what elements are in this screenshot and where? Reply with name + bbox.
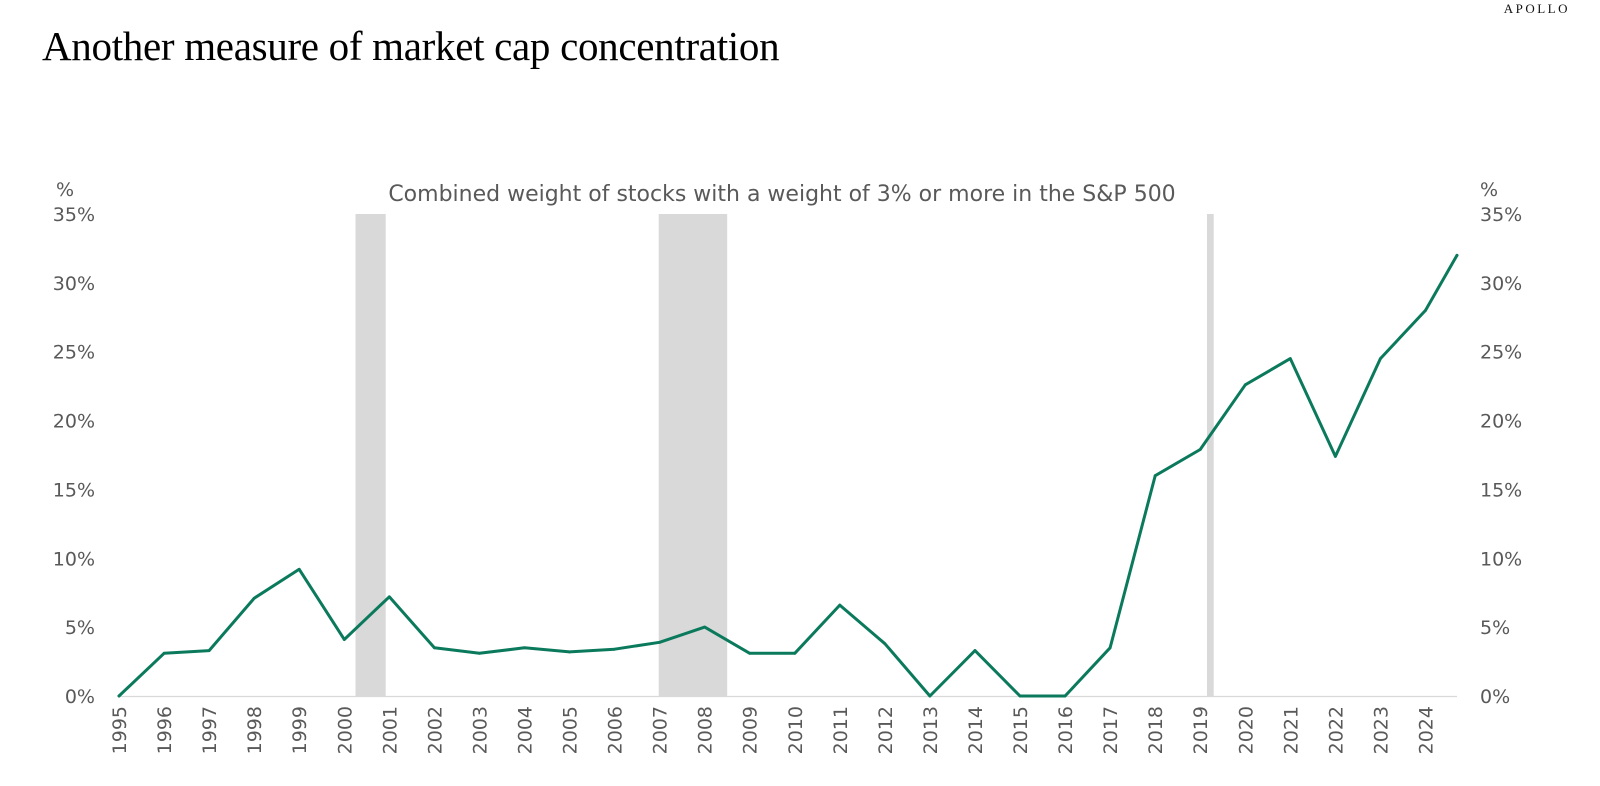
y-tick-label-left: 30% — [53, 273, 95, 295]
data-point — [748, 651, 752, 655]
x-tick-label: 2018 — [1145, 706, 1167, 754]
y-tick-label-right: 35% — [1480, 204, 1522, 226]
y-tick-label-right: 10% — [1480, 548, 1522, 570]
x-tick-label: 2022 — [1325, 706, 1347, 754]
y-tick-label-left: 35% — [53, 204, 95, 226]
series-line-1 — [117, 253, 1459, 698]
data-point — [658, 640, 662, 644]
data-point — [207, 649, 211, 652]
data-point — [1198, 448, 1202, 451]
data-point — [703, 625, 707, 629]
data-point — [162, 651, 166, 655]
x-tick-label: 2024 — [1415, 706, 1437, 754]
y-tick-label-left: 5% — [65, 617, 95, 639]
series-layer — [117, 253, 1459, 698]
y-tick-label-left: 15% — [53, 479, 95, 501]
y-axis-unit-left: % — [56, 179, 74, 201]
x-tick-label: 2021 — [1280, 706, 1302, 754]
x-tick-label: 2002 — [424, 706, 446, 754]
data-point — [1379, 357, 1382, 360]
data-point — [1153, 474, 1157, 478]
x-tick-label: 1998 — [244, 706, 266, 754]
data-point — [883, 642, 887, 646]
data-point — [1243, 383, 1247, 387]
y-tick-label-right: 15% — [1480, 479, 1522, 501]
chart-title: Combined weight of stocks with a weight … — [388, 182, 1175, 207]
data-point — [1455, 253, 1459, 257]
data-point — [1018, 694, 1022, 698]
data-point — [838, 603, 842, 607]
data-point — [523, 646, 526, 650]
x-tick-label: 2010 — [785, 706, 807, 754]
data-point — [478, 651, 481, 655]
data-point — [432, 646, 436, 650]
data-point — [568, 650, 571, 654]
x-tick-label: 2001 — [379, 706, 401, 754]
x-tick-label: 2013 — [920, 706, 942, 754]
x-tick-label: 1999 — [289, 706, 311, 754]
recession-band-2 — [658, 214, 728, 696]
y-tick-label-right: 30% — [1480, 273, 1522, 295]
data-point — [342, 638, 346, 641]
y-tick-label-left: 25% — [53, 342, 95, 364]
data-point — [117, 694, 121, 698]
x-tick-label: 2014 — [965, 706, 987, 754]
x-tick-label: 2017 — [1100, 706, 1122, 754]
data-point — [1108, 646, 1112, 650]
data-point — [387, 595, 391, 599]
x-tick-label: 2016 — [1055, 706, 1077, 754]
data-point — [297, 567, 301, 571]
x-tick-label: 2008 — [695, 706, 717, 754]
data-point — [1333, 454, 1337, 458]
data-point — [1063, 694, 1067, 698]
x-tick-label: 1997 — [199, 706, 221, 754]
x-tick-label: 1996 — [154, 706, 176, 754]
x-tick-label: 2011 — [830, 706, 852, 754]
data-point — [973, 649, 977, 652]
data-point — [252, 596, 256, 600]
y-tick-label-right: 25% — [1480, 342, 1522, 364]
x-tick-label: 2006 — [605, 706, 627, 754]
data-point — [613, 647, 616, 651]
label-layer: Combined weight of stocks with a weight … — [56, 179, 1498, 207]
x-tick-label: 2020 — [1235, 706, 1257, 754]
x-tick-label: 2019 — [1190, 706, 1212, 754]
chart-axes: 0% 0% 5% 5% 10% 10% 15% 15% 20% 20% 25% 25% 30% 30% 35… — [53, 204, 1522, 754]
y-tick-label-left: 20% — [53, 411, 95, 433]
apollo-logo: APOLLO — [1503, 1, 1570, 16]
x-tick-label: 1995 — [109, 706, 131, 754]
y-tick-label-left: 0% — [65, 686, 95, 708]
x-tick-label: 2004 — [514, 706, 536, 754]
y-tick-label-left: 10% — [53, 548, 95, 570]
x-tick-label: 2000 — [334, 706, 356, 754]
y-tick-label-right: 0% — [1480, 686, 1510, 708]
x-tick-label: 2007 — [650, 706, 672, 754]
data-point — [793, 651, 797, 655]
data-point — [1288, 357, 1292, 360]
y-axis-unit-right: % — [1480, 179, 1498, 201]
page-title: Another measure of market cap concentrat… — [42, 23, 780, 69]
x-tick-label: 2015 — [1010, 706, 1032, 754]
x-tick-label: 2009 — [740, 706, 762, 754]
recession-bands — [355, 214, 1214, 696]
y-tick-label-right: 20% — [1480, 411, 1522, 433]
x-tick-label: 2005 — [560, 706, 582, 754]
data-point — [928, 694, 932, 698]
y-tick-label-right: 5% — [1480, 617, 1510, 639]
x-tick-label: 2023 — [1370, 706, 1392, 754]
x-tick-label: 2012 — [875, 706, 897, 754]
data-point — [1424, 309, 1427, 312]
recession-band-3 — [1206, 214, 1214, 696]
x-tick-label: 2003 — [469, 706, 491, 754]
